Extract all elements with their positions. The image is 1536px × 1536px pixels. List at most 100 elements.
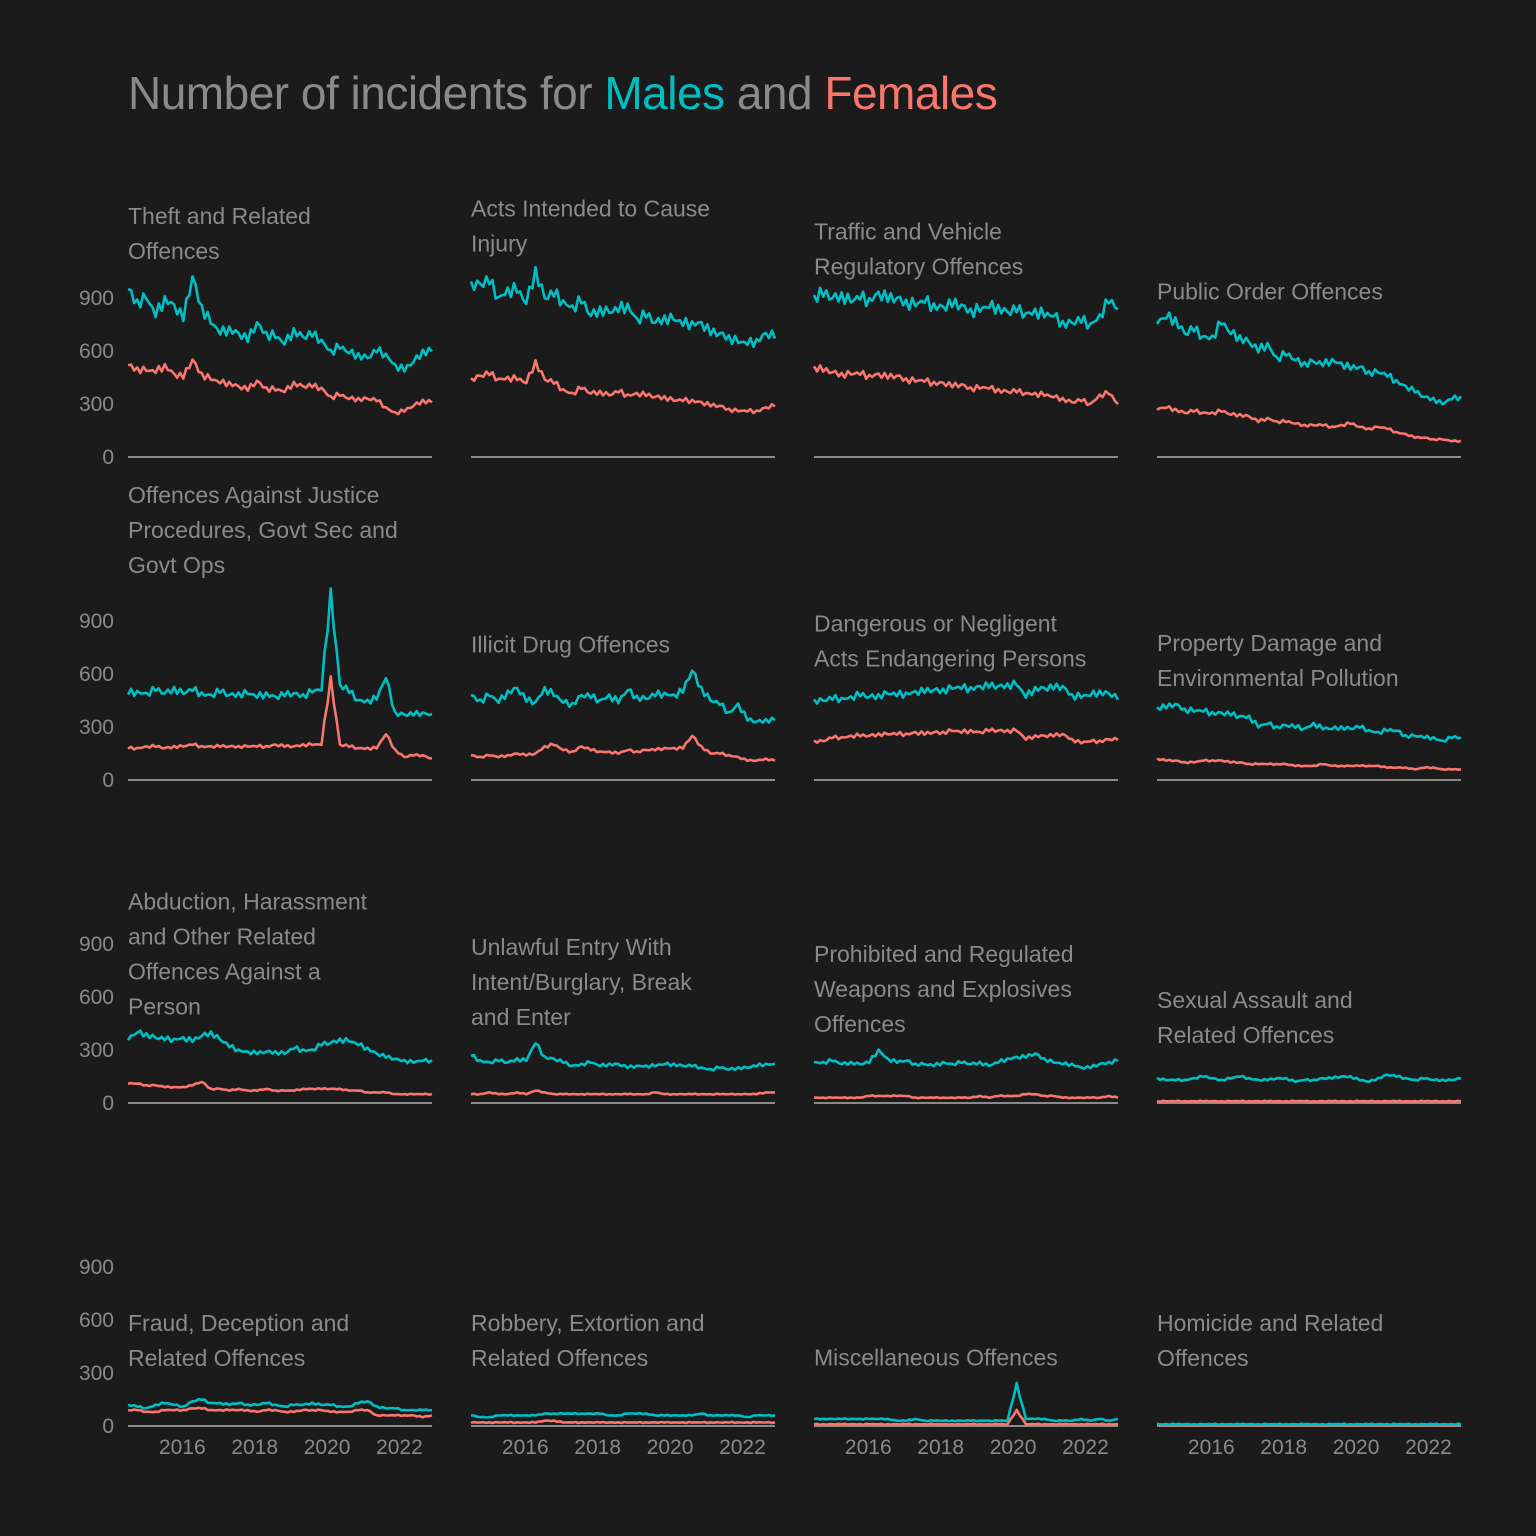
panel-title: and Enter	[471, 1004, 571, 1030]
y-tick-label: 600	[79, 340, 114, 363]
panel-title: Offences	[814, 1011, 906, 1037]
x-tick-label: 2020	[647, 1436, 694, 1459]
facet-panel: Offences Against Justice Procedures, Govt…	[126, 482, 433, 781]
series-line-females	[470, 1089, 776, 1096]
chart-title: Number of incidents for Males and Female…	[128, 66, 998, 120]
panel-title: Illicit Drug Offences	[471, 631, 670, 657]
facet-panel: Prohibited and Regulated Weapons and Expl…	[813, 941, 1119, 1104]
y-tick-label: 0	[102, 446, 114, 469]
series-line-females	[813, 1408, 1118, 1427]
series-line-males	[813, 1381, 1119, 1423]
series-line-females	[1156, 1099, 1462, 1104]
y-tick-label: 900	[79, 1256, 114, 1279]
facet-panel: Unlawful Entry With Intent/Burglary, Brea…	[470, 934, 776, 1104]
y-tick-label: 300	[79, 1039, 114, 1062]
x-tick-label: 2018	[917, 1436, 964, 1459]
series-line-males	[127, 275, 433, 373]
series-line-females	[470, 358, 776, 415]
x-tick-label: 2020	[990, 1436, 1037, 1459]
x-tick-label: 2016	[502, 1436, 549, 1459]
series-line-males	[1156, 702, 1462, 743]
y-tick-label: 600	[79, 986, 114, 1009]
series-line-males	[812, 679, 1120, 705]
y-tick-label: 300	[79, 1362, 114, 1385]
series-line-females	[127, 1406, 433, 1419]
panel-title: Theft and Related	[128, 203, 311, 229]
series-line-males	[470, 1042, 776, 1072]
facet-panel: Sexual Assault and Related Offences	[1156, 987, 1462, 1104]
panel-title: Person	[128, 993, 201, 1019]
x-tick-label: 2018	[574, 1436, 621, 1459]
x-tick-label: 2022	[719, 1436, 766, 1459]
series-line-males	[813, 1048, 1119, 1070]
series-line-females	[813, 727, 1119, 745]
y-tick-label: 900	[79, 610, 114, 633]
title-middle: and	[724, 67, 825, 119]
panel-title: Unlawful Entry With	[471, 934, 672, 960]
facet-panel: Theft and Related Offences	[127, 203, 433, 458]
facet-panel: Property Damage and Environmental Polluti…	[1156, 630, 1462, 781]
panel-title: Offences Against Justice	[128, 482, 379, 508]
facet-panel: Traffic and Vehicle Regulatory Offences	[812, 219, 1119, 458]
series-line-females	[813, 1092, 1119, 1100]
y-tick-label: 0	[102, 1415, 114, 1438]
panel-title: and Other Related	[128, 923, 316, 949]
panel-title: Govt Ops	[128, 552, 225, 578]
title-prefix: Number of incidents for	[128, 67, 605, 119]
panel-title: Robbery, Extortion and	[471, 1310, 705, 1336]
panel-title: Offences	[1157, 1345, 1249, 1371]
facet-panel: Homicide and Related Offences 2016 2018 2020…	[1156, 1310, 1462, 1459]
panel-title: Fraud, Deception and	[128, 1310, 349, 1336]
panel-title: Property Damage and	[1157, 630, 1382, 656]
facet-panel: Robbery, Extortion and Related Offences 20…	[470, 1310, 776, 1459]
facet-panel: Abduction, Harassment and Other Related Of…	[126, 888, 433, 1104]
y-tick-label: 0	[102, 769, 114, 792]
series-line-females	[470, 1419, 776, 1425]
panel-title: Prohibited and Regulated	[814, 941, 1074, 967]
y-tick-label: 900	[79, 287, 114, 310]
series-line-males	[470, 669, 776, 724]
x-tick-label: 2022	[1405, 1436, 1452, 1459]
x-tick-label: 2020	[304, 1436, 351, 1459]
title-males: Males	[604, 67, 725, 119]
series-line-females	[127, 358, 433, 416]
series-line-males	[1155, 311, 1463, 406]
panel-title: Dangerous or Negligent	[814, 611, 1058, 637]
y-tick-label: 300	[79, 716, 114, 739]
series-line-females	[1156, 757, 1462, 772]
y-tick-label: 600	[79, 663, 114, 686]
panel-title: Regulatory Offences	[814, 254, 1023, 280]
x-tick-label: 2016	[159, 1436, 206, 1459]
panel-title: Miscellaneous Offences	[814, 1345, 1058, 1371]
series-line-males	[1156, 1422, 1462, 1427]
series-line-males	[470, 1411, 776, 1419]
facet-panel: Public Order Offences	[1155, 278, 1463, 458]
series-line-females	[470, 734, 776, 763]
panel-title: Public Order Offences	[1157, 278, 1383, 304]
panel-title: Related Offences	[1157, 1022, 1334, 1048]
facet-panel: Fraud, Deception and Related Offences 2016…	[127, 1310, 433, 1459]
series-line-females	[812, 363, 1119, 407]
panel-title: Related Offences	[471, 1345, 648, 1371]
title-females: Females	[824, 67, 998, 119]
x-tick-label: 2016	[1188, 1436, 1235, 1459]
series-line-females	[127, 674, 433, 760]
panel-title: Environmental Pollution	[1157, 665, 1399, 691]
panel-title: Acts Endangering Persons	[814, 646, 1086, 672]
x-tick-label: 2018	[1260, 1436, 1307, 1459]
panel-title: Abduction, Harassment	[128, 888, 368, 914]
panel-title: Homicide and Related	[1157, 1310, 1383, 1336]
panel-title: Related Offences	[128, 1345, 305, 1371]
series-line-males	[1156, 1073, 1462, 1084]
panel-title: Procedures, Govt Sec and	[128, 517, 398, 543]
x-tick-label: 2018	[231, 1436, 278, 1459]
series-line-males	[469, 265, 777, 349]
facet-panel: Dangerous or Negligent Acts Endangering P…	[812, 611, 1120, 781]
panel-title: Weapons and Explosives	[814, 976, 1072, 1002]
y-tick-label: 600	[79, 1309, 114, 1332]
series-line-males	[126, 587, 433, 718]
series-line-males	[812, 286, 1119, 330]
panel-title: Acts Intended to Cause	[471, 196, 710, 222]
series-line-females	[127, 1080, 433, 1096]
